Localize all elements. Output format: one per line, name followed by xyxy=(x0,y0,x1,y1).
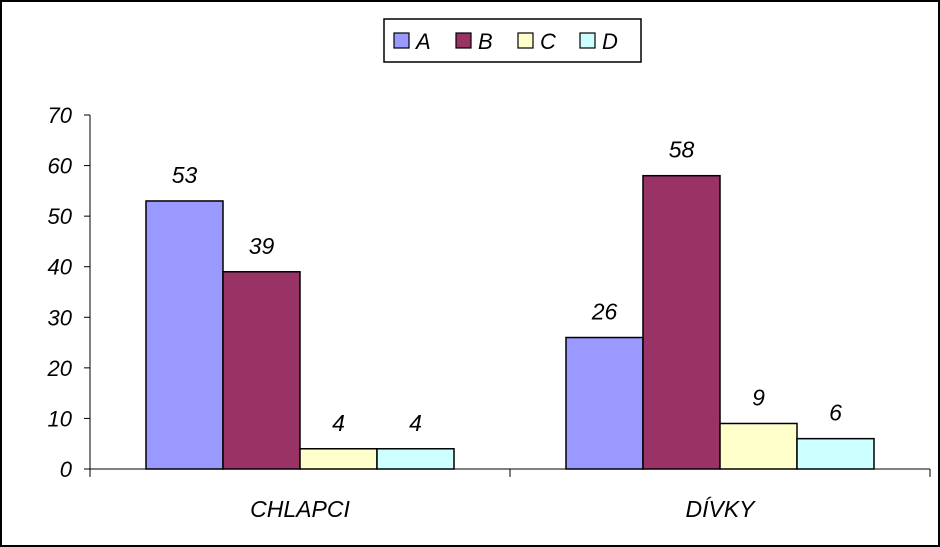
bars xyxy=(145,174,875,470)
y-tick-label: 30 xyxy=(48,305,73,330)
bar-a-2 xyxy=(565,336,644,470)
y-tick-label: 60 xyxy=(48,154,73,179)
data-label: 9 xyxy=(752,384,765,410)
x-category-label: DÍVKY xyxy=(685,496,756,522)
data-label: 26 xyxy=(591,299,618,325)
bar-a-1 xyxy=(145,200,224,470)
y-tick-label: 40 xyxy=(48,255,73,280)
y-tick-label: 50 xyxy=(48,204,73,229)
data-label: 53 xyxy=(172,162,198,188)
bar-d-1 xyxy=(376,448,455,470)
bar-b-2 xyxy=(642,174,721,470)
bar-b-1 xyxy=(222,271,301,470)
legend-label-d: D xyxy=(602,29,618,54)
data-label: 58 xyxy=(669,137,695,163)
y-tick-label: 0 xyxy=(60,457,73,482)
bar-c-1 xyxy=(299,448,378,470)
legend: A B C D xyxy=(383,18,642,63)
data-labels: 53 39 4 4 26 58 9 6 xyxy=(172,137,842,436)
data-label: 6 xyxy=(829,400,842,426)
y-tick-label: 10 xyxy=(48,406,73,431)
legend-label-c: C xyxy=(540,29,556,54)
legend-box xyxy=(383,18,642,63)
data-label: 39 xyxy=(249,233,275,259)
y-tick-label: 20 xyxy=(47,356,73,381)
legend-swatch-c xyxy=(517,32,534,49)
bar-c-2 xyxy=(719,422,798,470)
axes: 0 10 20 30 40 50 60 70 CHLAPCI DÍVKY xyxy=(47,103,931,522)
legend-label-b: B xyxy=(478,29,493,54)
bar-d-2 xyxy=(796,437,875,470)
legend-swatch-d xyxy=(579,32,596,49)
legend-swatch-a xyxy=(393,32,410,49)
data-label: 4 xyxy=(332,410,345,436)
legend-label-a: A xyxy=(414,29,431,54)
legend-swatch-b xyxy=(455,32,472,49)
x-category-label: CHLAPCI xyxy=(250,496,350,522)
y-tick-label: 70 xyxy=(48,103,73,128)
data-label: 4 xyxy=(409,410,422,436)
